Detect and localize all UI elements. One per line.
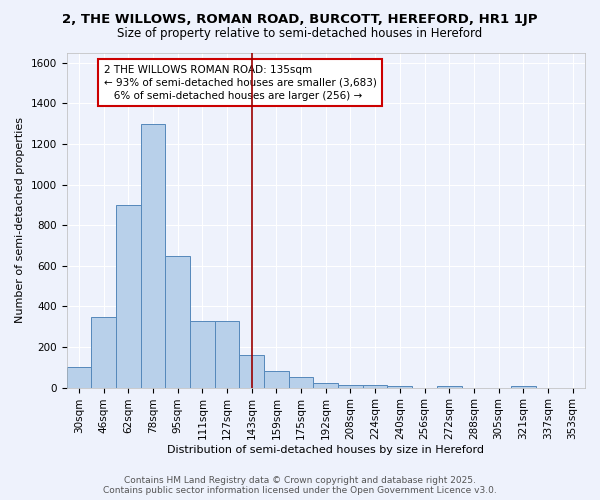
Bar <box>313 382 338 388</box>
Bar <box>264 372 289 388</box>
Text: Contains HM Land Registry data © Crown copyright and database right 2025.
Contai: Contains HM Land Registry data © Crown c… <box>103 476 497 495</box>
Bar <box>437 386 461 388</box>
Y-axis label: Number of semi-detached properties: Number of semi-detached properties <box>15 117 25 323</box>
Bar <box>67 368 91 388</box>
Bar <box>239 355 264 388</box>
Bar <box>215 320 239 388</box>
Bar <box>116 205 140 388</box>
Bar <box>91 316 116 388</box>
Text: Size of property relative to semi-detached houses in Hereford: Size of property relative to semi-detach… <box>118 28 482 40</box>
Bar <box>363 384 388 388</box>
Bar <box>140 124 165 388</box>
X-axis label: Distribution of semi-detached houses by size in Hereford: Distribution of semi-detached houses by … <box>167 445 484 455</box>
Bar <box>165 256 190 388</box>
Bar <box>511 386 536 388</box>
Bar <box>289 378 313 388</box>
Bar <box>190 320 215 388</box>
Text: 2, THE WILLOWS, ROMAN ROAD, BURCOTT, HEREFORD, HR1 1JP: 2, THE WILLOWS, ROMAN ROAD, BURCOTT, HER… <box>62 12 538 26</box>
Bar <box>388 386 412 388</box>
Bar <box>338 384 363 388</box>
Text: 2 THE WILLOWS ROMAN ROAD: 135sqm
← 93% of semi-detached houses are smaller (3,68: 2 THE WILLOWS ROMAN ROAD: 135sqm ← 93% o… <box>104 64 376 101</box>
